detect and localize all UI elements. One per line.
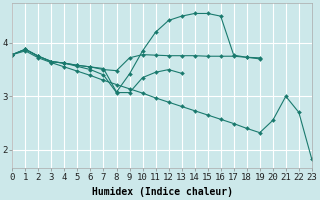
X-axis label: Humidex (Indice chaleur): Humidex (Indice chaleur) — [92, 187, 233, 197]
